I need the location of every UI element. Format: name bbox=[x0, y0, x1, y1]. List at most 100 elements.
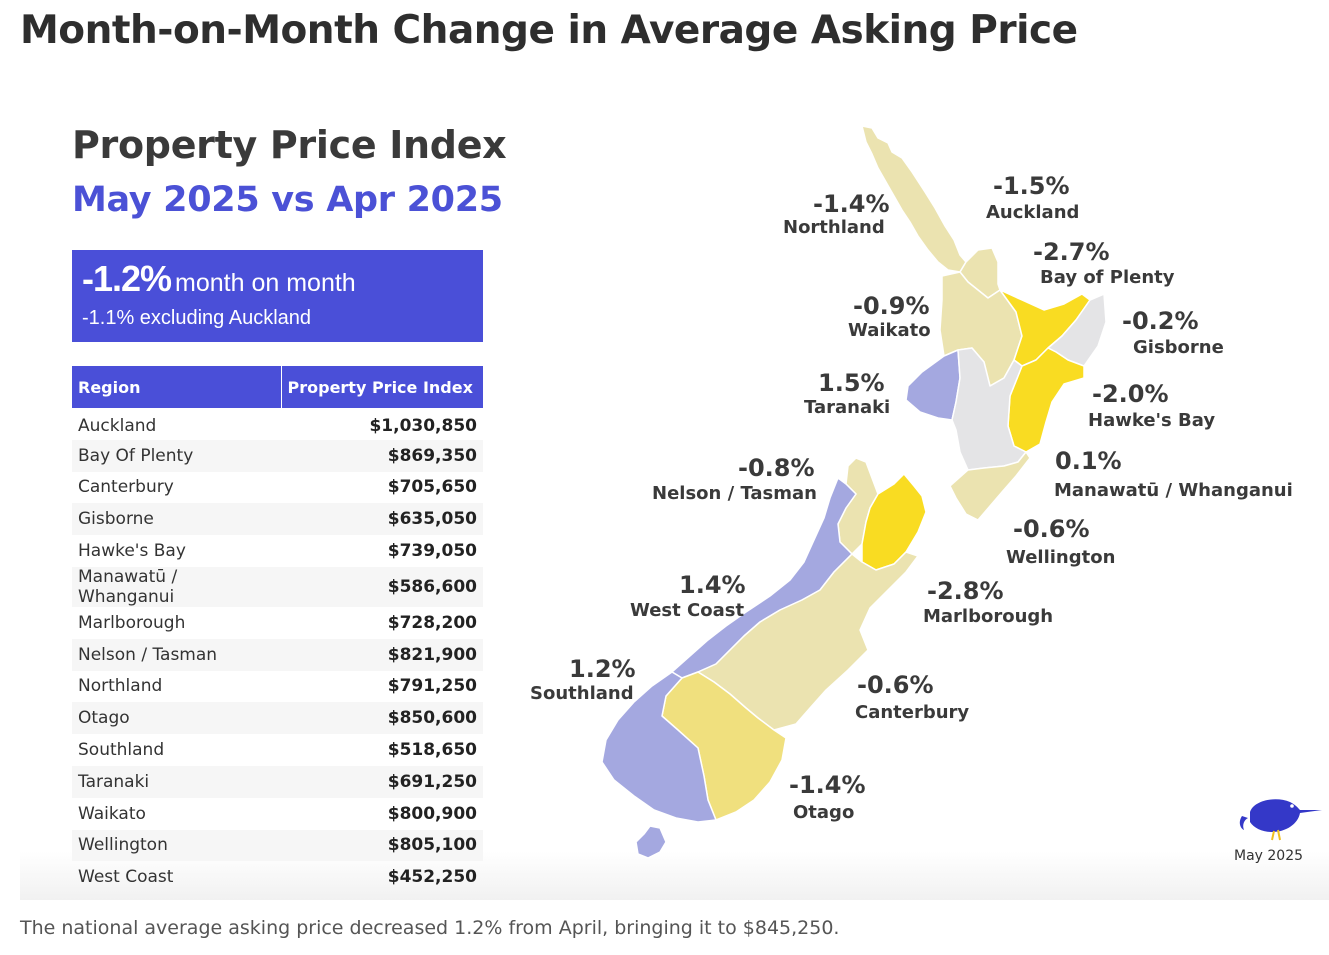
label-name: Wellington bbox=[1006, 547, 1115, 568]
summary-subtext: -1.1% excluding Auckland bbox=[82, 307, 312, 329]
table-row: Manawatū / Whanganui $586,600 bbox=[72, 566, 483, 607]
label-northland: -1.4% Northland bbox=[783, 190, 890, 238]
region-cell: Otago bbox=[72, 702, 281, 735]
region-cell: Hawke's Bay bbox=[78, 541, 186, 562]
region-cell: Auckland bbox=[78, 415, 157, 436]
region-cell: Marlborough bbox=[78, 612, 186, 633]
value-cell: $728,200 bbox=[387, 612, 477, 633]
region-stewart-island bbox=[635, 825, 667, 859]
region-cell: Bay Of Plenty bbox=[72, 439, 281, 472]
region-cell: Gisborne bbox=[72, 503, 281, 536]
label-taranaki: 1.5% Taranaki bbox=[804, 369, 890, 418]
logo-date: May 2025 bbox=[1234, 848, 1304, 864]
label-hawkes-bay: -2.0% Hawke's Bay bbox=[1088, 380, 1215, 431]
table-row: Wellington $805,100 bbox=[72, 829, 483, 862]
label-bay-of-plenty: -2.7% Bay of Plenty bbox=[1033, 238, 1175, 288]
table-row: Canterbury $705,650 bbox=[72, 472, 483, 504]
value-cell: $691,250 bbox=[281, 765, 483, 798]
summary-box: -1.2% month on month -1.1% excluding Auck… bbox=[72, 250, 483, 342]
label-pct: -2.0% bbox=[1092, 380, 1169, 408]
label-name: Southland bbox=[530, 683, 634, 704]
label-name: Marlborough bbox=[923, 606, 1053, 627]
label-pct: -2.7% bbox=[1033, 238, 1110, 266]
label-pct: -1.4% bbox=[813, 190, 890, 218]
label-pct: -2.8% bbox=[927, 577, 1004, 605]
label-southland: 1.2% Southland bbox=[530, 655, 636, 704]
label-auckland: -1.5% Auckland bbox=[986, 172, 1079, 223]
label-pct: -1.4% bbox=[789, 771, 866, 799]
value-cell: $739,050 bbox=[387, 541, 477, 562]
region-cell: Taranaki bbox=[72, 765, 281, 798]
label-otago: -1.4% Otago bbox=[789, 771, 866, 823]
label-pct: 1.2% bbox=[569, 655, 636, 683]
label-name: Nelson / Tasman bbox=[652, 483, 817, 504]
label-pct: 0.1% bbox=[1055, 447, 1122, 475]
table-row: West Coast $452,250 bbox=[72, 861, 483, 893]
table-header-row: Region Property Price Index bbox=[72, 366, 483, 408]
region-cell: Nelson / Tasman bbox=[72, 638, 281, 671]
summary-headline-value: -1.2% bbox=[82, 258, 172, 299]
table-row: Hawke's Bay $739,050 bbox=[72, 535, 483, 567]
label-name: Canterbury bbox=[855, 702, 969, 723]
table-row: Gisborne $635,050 bbox=[72, 503, 483, 536]
label-name: Auckland bbox=[986, 202, 1079, 223]
value-cell: $518,650 bbox=[387, 740, 477, 761]
region-cell: West Coast bbox=[78, 867, 174, 888]
label-name: Bay of Plenty bbox=[1040, 267, 1175, 288]
label-name: Northland bbox=[783, 217, 885, 238]
infographic-subtitle: May 2025 vs Apr 2025 bbox=[72, 180, 503, 220]
label-pct: -0.6% bbox=[857, 671, 934, 699]
value-cell: $1,030,850 bbox=[369, 415, 477, 436]
table-row: Northland $791,250 bbox=[72, 671, 483, 703]
label-name: Taranaki bbox=[804, 397, 890, 418]
region-cell: Waikato bbox=[78, 803, 146, 824]
column-header-region: Region bbox=[72, 366, 282, 408]
label-pct: -1.5% bbox=[993, 172, 1070, 200]
value-cell: $586,600 bbox=[281, 566, 483, 607]
kiwi-logo-icon bbox=[1239, 799, 1322, 841]
value-cell: $869,350 bbox=[281, 439, 483, 472]
label-name: West Coast bbox=[630, 600, 744, 621]
value-cell: $805,100 bbox=[281, 829, 483, 862]
table-row: Auckland $1,030,850 bbox=[72, 408, 483, 440]
summary-headline-text: month on month bbox=[175, 269, 356, 297]
label-wellington: -0.6% Wellington bbox=[1006, 515, 1115, 568]
label-pct: 1.5% bbox=[818, 369, 885, 397]
page-title: Month-on-Month Change in Average Asking … bbox=[20, 8, 1078, 53]
value-cell: $635,050 bbox=[281, 503, 483, 536]
label-waikato: -0.9% Waikato bbox=[848, 292, 931, 341]
region-wellington bbox=[949, 451, 1031, 521]
price-index-table: Region Property Price Index Auckland $1,0… bbox=[72, 366, 483, 893]
label-name: Otago bbox=[793, 802, 854, 823]
region-canterbury bbox=[697, 551, 919, 731]
value-cell: $850,600 bbox=[281, 702, 483, 735]
page-caption: The national average asking price decrea… bbox=[20, 917, 840, 939]
table-row: Southland $518,650 bbox=[72, 734, 483, 766]
table-row: Taranaki $691,250 bbox=[72, 765, 483, 798]
region-southland bbox=[601, 671, 717, 823]
region-cell: Northland bbox=[78, 676, 163, 697]
label-pct: -0.8% bbox=[738, 454, 815, 482]
value-cell: $705,650 bbox=[387, 477, 477, 498]
table-row: Nelson / Tasman $821,900 bbox=[72, 638, 483, 671]
region-cell: Wellington bbox=[72, 829, 281, 862]
value-cell: $821,900 bbox=[281, 638, 483, 671]
region-cell: Manawatū / Whanganui bbox=[72, 566, 281, 607]
label-canterbury: -0.6% Canterbury bbox=[855, 671, 969, 723]
label-west-coast: 1.4% West Coast bbox=[630, 571, 746, 621]
region-cell: Canterbury bbox=[78, 477, 174, 498]
label-pct: -0.9% bbox=[853, 292, 930, 320]
value-cell: $452,250 bbox=[387, 867, 477, 888]
table-row: Waikato $800,900 bbox=[72, 798, 483, 830]
table-row: Marlborough $728,200 bbox=[72, 607, 483, 639]
table-row: Bay Of Plenty $869,350 bbox=[72, 439, 483, 472]
infographic-title: Property Price Index bbox=[72, 123, 507, 167]
label-name: Gisborne bbox=[1133, 337, 1224, 358]
label-name: Waikato bbox=[848, 320, 931, 341]
label-manawatu-whanganui: 0.1% Manawatū / Whanganui bbox=[1054, 447, 1293, 501]
label-name: Hawke's Bay bbox=[1088, 410, 1215, 431]
region-cell: Southland bbox=[78, 740, 165, 761]
column-header-index: Property Price Index bbox=[281, 366, 483, 408]
label-pct: -0.2% bbox=[1122, 307, 1199, 335]
